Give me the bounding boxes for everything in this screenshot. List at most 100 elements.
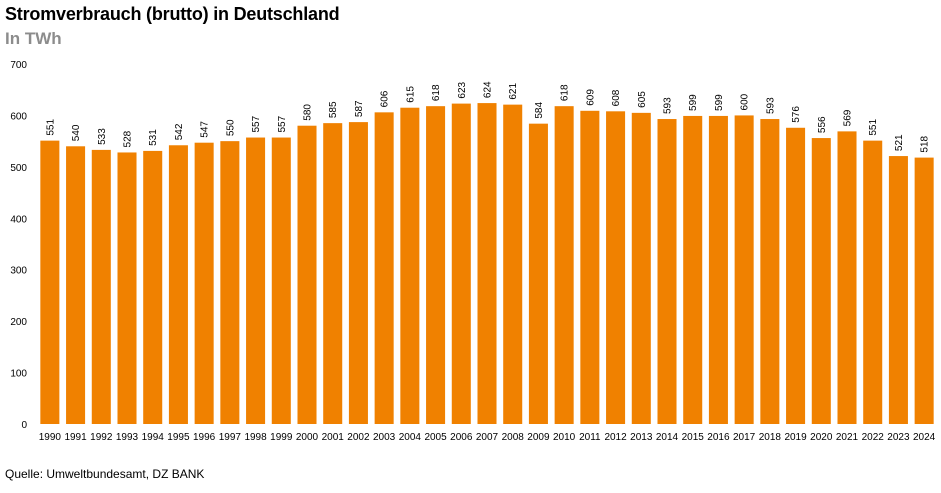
bar-2008: [503, 104, 523, 424]
data-label: 550: [225, 119, 236, 136]
x-tick-label: 2023: [887, 432, 910, 443]
data-label: 623: [457, 81, 468, 98]
bar-1992: [91, 149, 111, 424]
data-label: 585: [328, 101, 339, 118]
bar-2003: [374, 112, 394, 424]
bar-2000: [297, 125, 317, 425]
data-label: 599: [714, 94, 725, 111]
data-label: 618: [431, 84, 442, 101]
x-tick-label: 2013: [630, 432, 653, 443]
x-tick-label: 1991: [64, 432, 87, 443]
x-tick-label: 2004: [399, 432, 422, 443]
data-label: 556: [817, 116, 828, 133]
data-label: 605: [637, 91, 648, 108]
data-label: 608: [611, 89, 622, 106]
bar-2016: [708, 115, 728, 424]
x-tick-label: 2010: [553, 432, 576, 443]
chart-title: Stromverbrauch (brutto) in Deutschland: [5, 4, 340, 24]
bar-2019: [786, 127, 806, 425]
x-tick-label: 1992: [90, 432, 113, 443]
x-tick-label: 1998: [244, 432, 267, 443]
bar-1994: [143, 150, 163, 424]
data-label: 606: [380, 90, 391, 107]
bar-1990: [40, 140, 60, 424]
bar-1995: [168, 145, 188, 424]
bar-2011: [580, 110, 600, 425]
bar-2014: [657, 119, 677, 424]
bar-2021: [837, 131, 857, 424]
y-tick-label: 300: [10, 266, 27, 277]
y-tick-label: 700: [10, 60, 27, 71]
bar-2013: [631, 112, 651, 425]
data-label: 518: [920, 135, 931, 152]
data-label: 531: [148, 129, 159, 146]
x-tick-label: 2007: [476, 432, 499, 443]
bar-2017: [734, 115, 754, 425]
data-label: 599: [688, 94, 699, 111]
x-tick-label: 2008: [502, 432, 525, 443]
x-tick-label: 2003: [373, 432, 396, 443]
data-label: 618: [560, 84, 571, 101]
data-label: 540: [71, 124, 82, 141]
data-label: 584: [534, 102, 545, 119]
bar-2005: [426, 106, 446, 425]
x-tick-label: 2009: [527, 432, 550, 443]
bar-2022: [863, 140, 883, 424]
data-label: 557: [251, 115, 262, 132]
y-tick-label: 100: [10, 369, 27, 380]
bar-2001: [323, 123, 343, 424]
data-label: 551: [45, 119, 56, 136]
data-label: 600: [740, 93, 751, 110]
data-label: 587: [354, 100, 365, 117]
bar-2020: [811, 138, 831, 424]
data-label: 551: [868, 119, 879, 136]
bar-1997: [220, 141, 240, 424]
bar-2002: [348, 122, 368, 425]
data-label: 542: [174, 123, 185, 140]
x-tick-label: 2024: [913, 432, 936, 443]
data-label: 528: [123, 130, 134, 147]
x-tick-label: 2014: [656, 432, 679, 443]
x-tick-label: 1995: [167, 432, 190, 443]
data-label: 576: [791, 106, 802, 123]
bar-2004: [400, 107, 420, 425]
bar-1998: [246, 137, 266, 425]
x-tick-label: 1990: [39, 432, 62, 443]
chart-subtitle: In TWh: [5, 29, 62, 48]
data-label: 569: [843, 109, 854, 126]
x-tick-label: 1993: [116, 432, 139, 443]
bar-2024: [914, 157, 934, 424]
x-tick-label: 2022: [862, 432, 885, 443]
bar-2015: [683, 115, 703, 424]
y-tick-label: 200: [10, 317, 27, 328]
x-tick-label: 2016: [707, 432, 730, 443]
x-tick-label: 1999: [270, 432, 293, 443]
data-label: 533: [97, 128, 108, 145]
bar-2023: [888, 156, 908, 424]
bar-2018: [760, 119, 780, 424]
data-label: 521: [894, 134, 905, 151]
bar-1993: [117, 152, 137, 424]
x-tick-label: 1997: [219, 432, 242, 443]
bar-2010: [554, 106, 574, 425]
data-label: 593: [663, 97, 674, 114]
bar-2007: [477, 103, 497, 424]
data-label: 547: [200, 121, 211, 138]
x-tick-label: 2019: [784, 432, 807, 443]
x-tick-label: 2017: [733, 432, 756, 443]
bar-1999: [271, 137, 291, 425]
data-label: 615: [405, 86, 416, 103]
y-tick-label: 0: [21, 420, 27, 431]
data-label: 621: [508, 83, 519, 100]
x-tick-label: 2006: [450, 432, 473, 443]
source-note: Quelle: Umweltbundesamt, DZ BANK: [5, 467, 205, 481]
y-tick-label: 500: [10, 163, 27, 174]
x-tick-label: 2002: [347, 432, 370, 443]
bar-2009: [528, 123, 548, 424]
x-tick-label: 2018: [759, 432, 782, 443]
x-tick-label: 2020: [810, 432, 833, 443]
y-tick-label: 400: [10, 214, 27, 225]
bar-2006: [451, 103, 471, 424]
data-label: 609: [585, 89, 596, 106]
